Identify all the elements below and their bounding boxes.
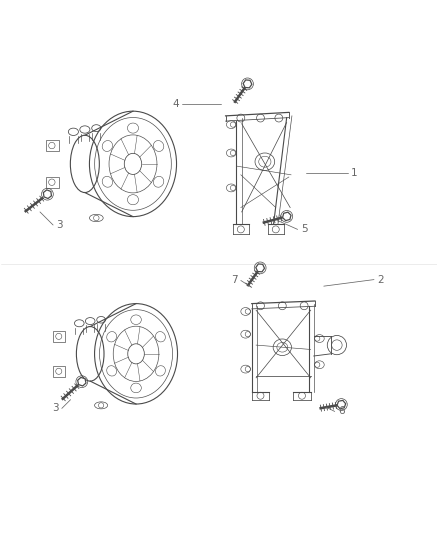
Polygon shape: [337, 400, 346, 409]
Text: 1: 1: [351, 168, 358, 177]
Text: 3: 3: [57, 220, 63, 230]
Text: 7: 7: [231, 276, 237, 286]
Text: 4: 4: [172, 99, 179, 109]
Text: 6: 6: [338, 407, 345, 416]
Polygon shape: [43, 190, 51, 198]
Bar: [46, 177, 59, 188]
Bar: [53, 331, 65, 342]
Bar: [53, 366, 65, 376]
Bar: [46, 140, 59, 151]
Text: 5: 5: [301, 224, 307, 235]
Text: 3: 3: [52, 403, 59, 414]
Polygon shape: [78, 377, 86, 386]
Text: 2: 2: [377, 274, 384, 285]
Polygon shape: [243, 80, 252, 88]
Polygon shape: [256, 264, 265, 272]
Polygon shape: [283, 212, 291, 221]
